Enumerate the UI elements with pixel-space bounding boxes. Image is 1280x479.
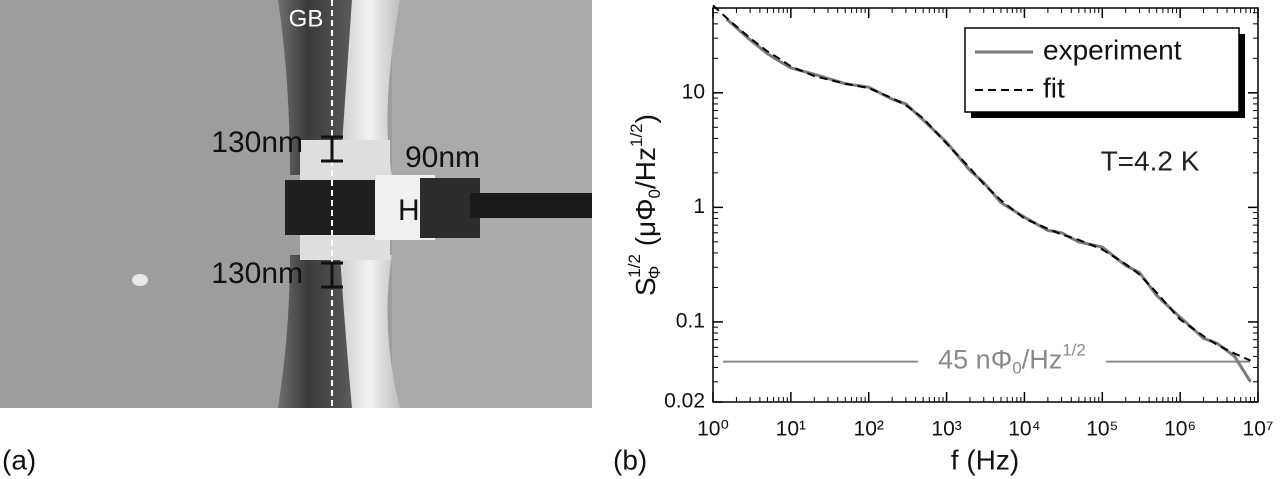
legend-label: fit	[1043, 72, 1065, 103]
x-tick-label: 10⁵	[1086, 418, 1118, 441]
y-label-part: 1/2	[625, 254, 644, 278]
x-tick-label: 10¹	[776, 418, 806, 441]
y-tick-label: 1	[693, 195, 705, 218]
y-tick-label: 0.02	[664, 390, 705, 413]
panel-label: (b)	[613, 444, 647, 475]
label-width: 130nm	[211, 126, 303, 159]
y-label-part: S	[630, 277, 661, 296]
y-label-part: )	[630, 114, 661, 123]
label-bg	[918, 343, 1106, 380]
legend-box	[964, 27, 1240, 113]
y-tick-label: 10	[682, 80, 705, 103]
legend-label: experiment	[1043, 34, 1182, 65]
noise-floor-label-part: 45 nΦ	[938, 345, 1012, 375]
panel-label: (a)	[2, 444, 36, 475]
series-line	[712, 4, 1251, 362]
label-gb: GB	[289, 5, 324, 32]
noise-floor-label: 45 nΦ0/Hz1/2	[938, 341, 1086, 378]
y-label-part: (μΦ	[630, 198, 661, 254]
x-tick-label: 10⁴	[1008, 418, 1040, 441]
y-label-part: 1/2	[627, 123, 646, 147]
micrograph: GB 130nm 90nm H 130nm	[0, 0, 592, 408]
plot-frame	[712, 7, 1259, 403]
x-tick-label: 10⁰	[697, 418, 729, 441]
x-tick-label: 10⁷	[1243, 418, 1274, 441]
label-width: 130nm	[211, 257, 303, 290]
y-label-part: 0	[645, 189, 664, 198]
label-width: 90nm	[405, 141, 480, 174]
noise-floor-label-part: /Hz	[1022, 345, 1063, 375]
y-tick-label: 0.1	[676, 309, 705, 332]
x-tick-label: 10²	[854, 418, 884, 441]
annotation: T=4.2 K	[1101, 145, 1200, 176]
y-label-part: Φ	[645, 266, 664, 280]
x-tick-label: 10⁶	[1164, 418, 1196, 441]
noise-floor-label-part: 1/2	[1062, 341, 1086, 360]
noise-floor-label-part: 0	[1012, 359, 1021, 378]
label-hole: H	[398, 194, 420, 227]
plot: 10⁰ 10¹ 10² 10³ 10⁴ 10⁵ 10⁶ 10⁷ 0.02 0.1 1 10 45 nΦ0…	[664, 4, 1274, 441]
y-label-part: /Hz	[630, 147, 661, 189]
x-axis-label: f (Hz)	[951, 444, 1019, 475]
y-axis-label: SΦ1/2 (μΦ0/Hz1/2)	[625, 114, 664, 296]
x-tick-label: 10³	[931, 418, 961, 441]
